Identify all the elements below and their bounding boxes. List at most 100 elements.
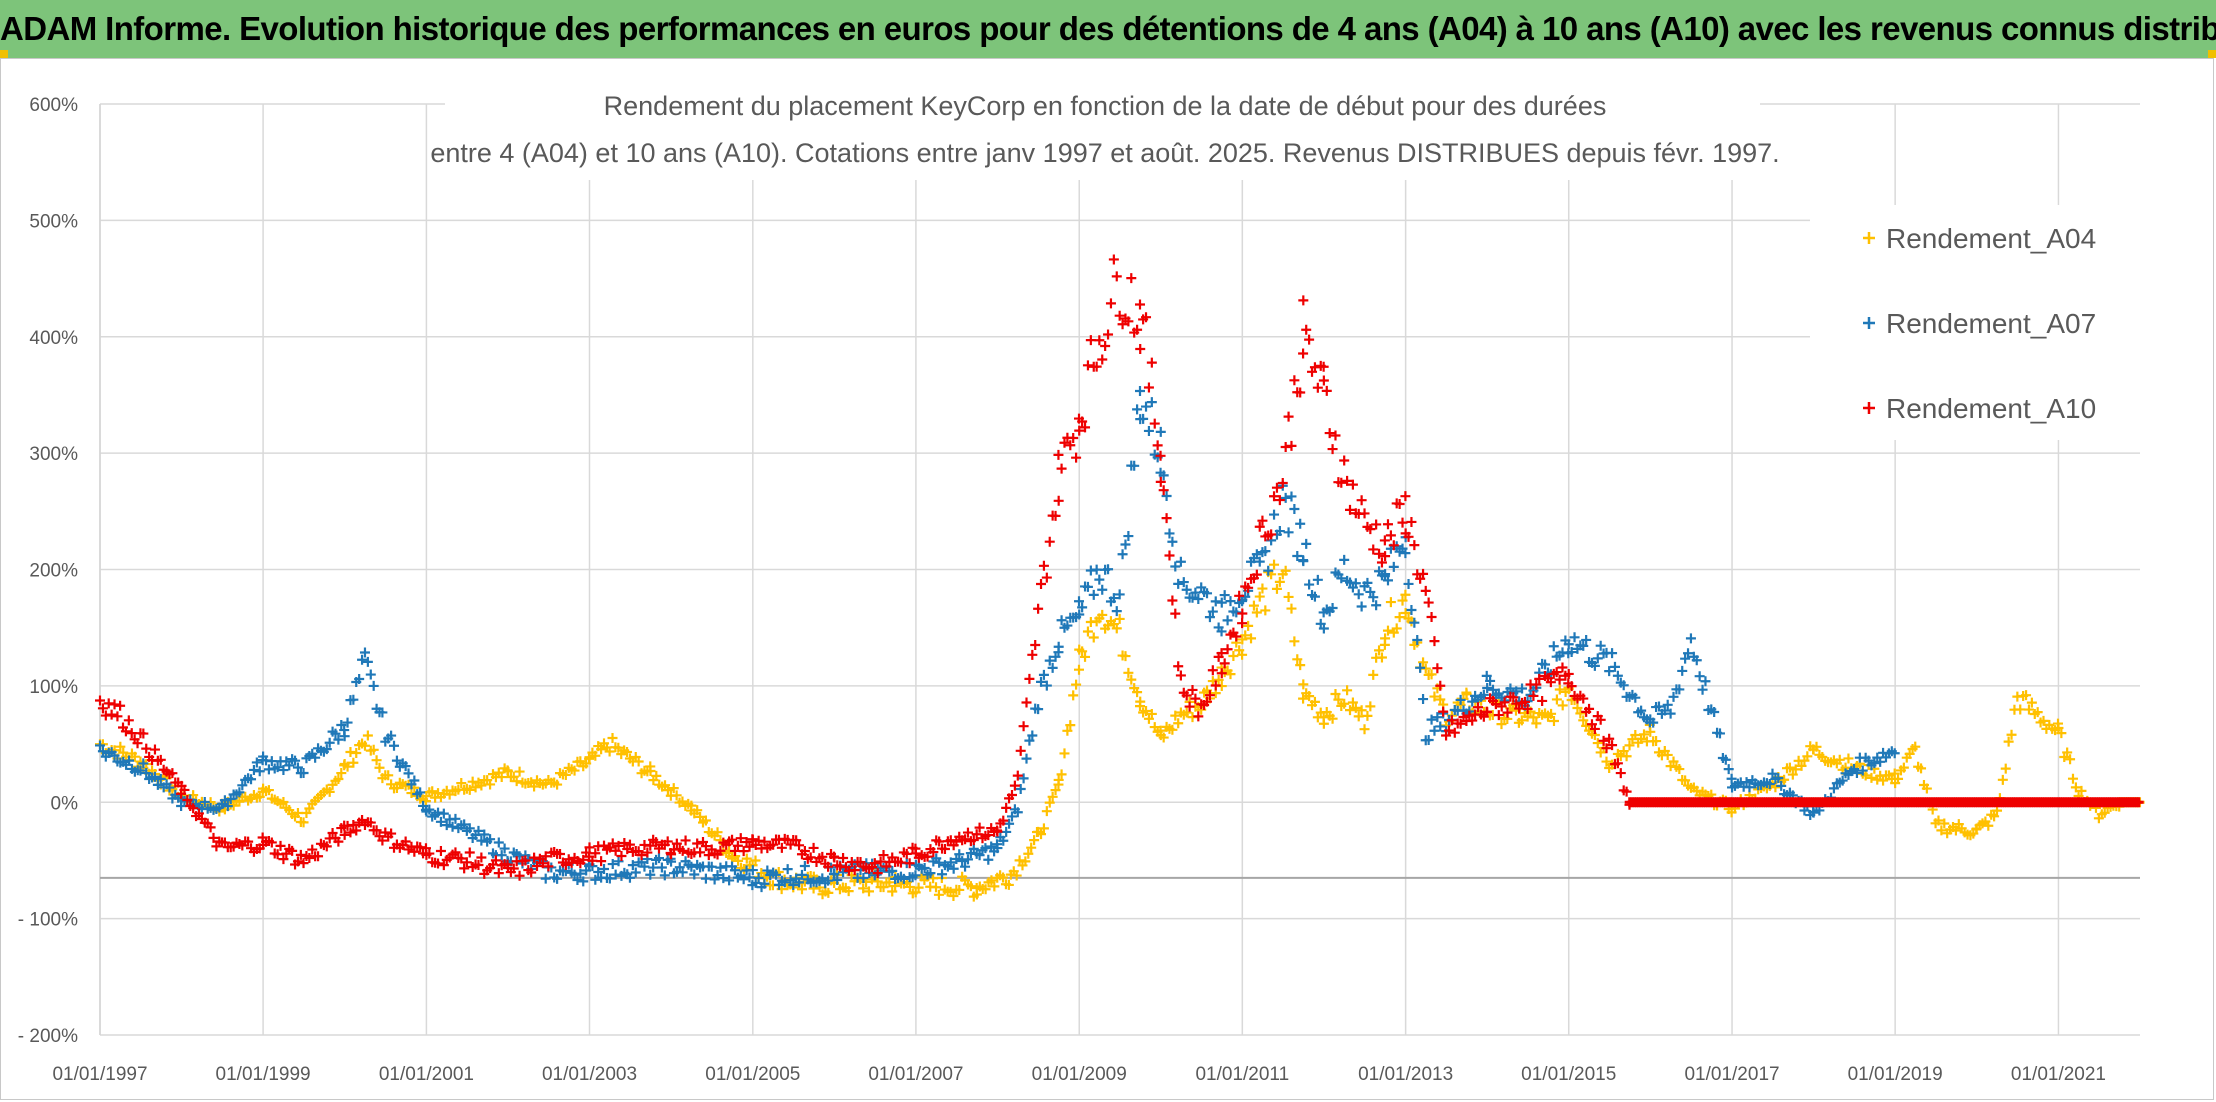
data-point bbox=[246, 774, 257, 785]
data-point bbox=[960, 834, 971, 845]
data-point bbox=[1274, 576, 1285, 587]
data-point bbox=[324, 786, 335, 797]
data-point bbox=[651, 837, 662, 848]
data-point bbox=[219, 795, 230, 806]
data-point bbox=[1889, 748, 1900, 759]
data-point bbox=[1146, 397, 1157, 408]
data-point bbox=[348, 694, 359, 705]
data-point bbox=[141, 768, 152, 779]
data-point bbox=[645, 869, 656, 880]
data-point bbox=[555, 849, 566, 860]
data-point bbox=[540, 873, 551, 884]
data-point bbox=[95, 740, 105, 751]
data-point bbox=[1097, 609, 1108, 620]
data-point bbox=[1467, 715, 1478, 726]
data-point bbox=[1449, 727, 1460, 738]
data-point bbox=[2003, 736, 2014, 747]
data-point bbox=[321, 744, 332, 755]
data-point bbox=[1304, 579, 1315, 590]
data-point bbox=[391, 783, 402, 794]
chart-subtitle: entre 4 (A04) et 10 ans (A10). Cotations… bbox=[430, 138, 1779, 168]
data-point bbox=[1111, 623, 1122, 634]
data-point bbox=[1146, 708, 1157, 719]
data-point bbox=[1068, 690, 1079, 701]
data-point bbox=[572, 875, 583, 886]
data-point bbox=[1059, 748, 1070, 759]
data-point bbox=[1056, 615, 1067, 626]
data-point bbox=[1024, 673, 1035, 684]
data-point bbox=[884, 877, 895, 888]
data-point bbox=[1053, 449, 1064, 460]
data-point bbox=[1173, 661, 1184, 672]
data-point bbox=[1077, 416, 1088, 427]
data-point bbox=[1936, 825, 1947, 836]
data-point bbox=[1548, 716, 1559, 727]
data-point bbox=[989, 881, 1000, 892]
data-point bbox=[348, 820, 359, 831]
data-point bbox=[1164, 528, 1175, 539]
data-point bbox=[1210, 680, 1221, 691]
data-point bbox=[796, 869, 807, 880]
data-point bbox=[313, 851, 324, 862]
data-point bbox=[645, 766, 656, 777]
data-point bbox=[1339, 455, 1350, 466]
data-point bbox=[686, 861, 697, 872]
data-point bbox=[1345, 504, 1356, 515]
data-point bbox=[1910, 741, 1921, 752]
data-point bbox=[1158, 485, 1169, 496]
grid-lines bbox=[99, 103, 2140, 1036]
data-point bbox=[1674, 764, 1685, 775]
data-point bbox=[359, 647, 370, 658]
data-point bbox=[1700, 676, 1711, 687]
data-point bbox=[438, 860, 449, 871]
data-point bbox=[838, 853, 849, 864]
data-point bbox=[1216, 668, 1227, 679]
data-point bbox=[1327, 444, 1338, 455]
data-point bbox=[1318, 718, 1329, 729]
data-point bbox=[1184, 701, 1195, 712]
data-point bbox=[234, 787, 245, 798]
data-point bbox=[1441, 730, 1452, 741]
data-point bbox=[1298, 679, 1309, 690]
data-point bbox=[1409, 540, 1420, 551]
data-point bbox=[459, 819, 470, 830]
data-point bbox=[135, 765, 146, 776]
data-point bbox=[747, 834, 758, 845]
data-point bbox=[1380, 569, 1391, 580]
data-point bbox=[287, 845, 298, 856]
data-point bbox=[359, 740, 370, 751]
data-point bbox=[1312, 382, 1323, 393]
data-point bbox=[1443, 725, 1454, 736]
data-point bbox=[1764, 779, 1775, 790]
data-point bbox=[526, 867, 537, 878]
data-point bbox=[823, 861, 834, 872]
data-point bbox=[750, 855, 761, 866]
data-point bbox=[1939, 818, 1950, 829]
data-point bbox=[662, 785, 673, 796]
data-point bbox=[630, 867, 641, 878]
corner-marker-left bbox=[0, 50, 8, 58]
data-point bbox=[1274, 495, 1285, 506]
data-point bbox=[695, 847, 706, 858]
data-point bbox=[1292, 551, 1303, 562]
data-point bbox=[1257, 515, 1268, 526]
data-point bbox=[1406, 604, 1417, 615]
data-point bbox=[383, 770, 394, 781]
data-point bbox=[205, 822, 216, 833]
data-point bbox=[1021, 697, 1032, 708]
data-point bbox=[1164, 550, 1175, 561]
data-point bbox=[703, 850, 714, 861]
data-point bbox=[1415, 662, 1426, 673]
data-point bbox=[1117, 549, 1128, 560]
data-point bbox=[1368, 669, 1379, 680]
data-point bbox=[829, 852, 840, 863]
data-point bbox=[1776, 780, 1787, 791]
data-point bbox=[377, 835, 388, 846]
x-tick-label: 01/01/2013 bbox=[1358, 1064, 1453, 1085]
data-point bbox=[493, 868, 504, 879]
data-point bbox=[1618, 746, 1629, 757]
data-point bbox=[872, 868, 883, 879]
data-point bbox=[1038, 560, 1049, 571]
data-point bbox=[733, 855, 744, 866]
data-point bbox=[2053, 722, 2064, 733]
